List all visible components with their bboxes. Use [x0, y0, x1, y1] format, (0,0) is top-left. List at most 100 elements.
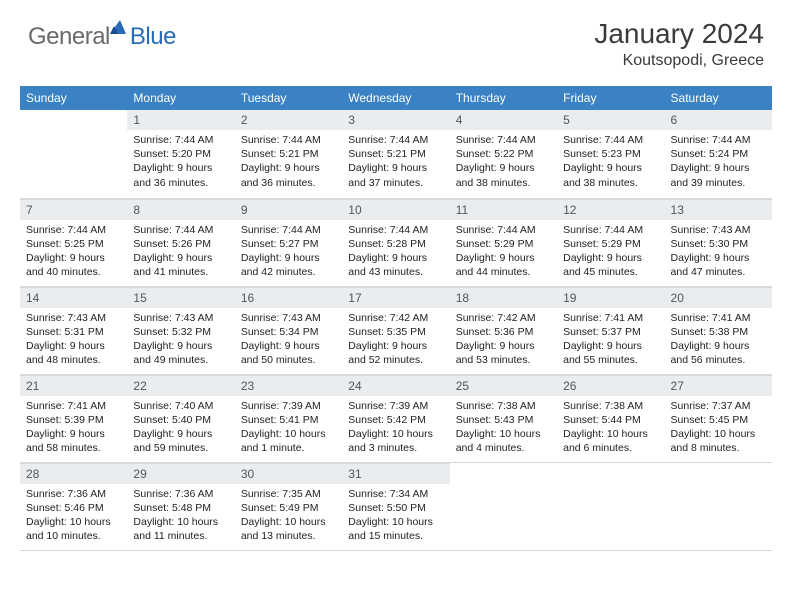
day-number: 31	[342, 463, 449, 484]
calendar-row: 7Sunrise: 7:44 AMSunset: 5:25 PMDaylight…	[20, 198, 772, 286]
calendar-cell: 16Sunrise: 7:43 AMSunset: 5:34 PMDayligh…	[235, 286, 342, 374]
sunset-text: Sunset: 5:21 PM	[241, 147, 336, 161]
logo: General Blue	[28, 18, 176, 51]
calendar-cell: 29Sunrise: 7:36 AMSunset: 5:48 PMDayligh…	[127, 462, 234, 550]
calendar-cell: 8Sunrise: 7:44 AMSunset: 5:26 PMDaylight…	[127, 198, 234, 286]
sunrise-text: Sunrise: 7:40 AM	[133, 399, 228, 413]
day-body: Sunrise: 7:38 AMSunset: 5:43 PMDaylight:…	[450, 396, 557, 460]
day-body: Sunrise: 7:44 AMSunset: 5:23 PMDaylight:…	[557, 130, 664, 194]
logo-text-blue: Blue	[130, 23, 176, 51]
sunset-text: Sunset: 5:29 PM	[563, 237, 658, 251]
sunset-text: Sunset: 5:20 PM	[133, 147, 228, 161]
calendar-row: 28Sunrise: 7:36 AMSunset: 5:46 PMDayligh…	[20, 462, 772, 550]
day-body: Sunrise: 7:36 AMSunset: 5:46 PMDaylight:…	[20, 484, 127, 548]
sunset-text: Sunset: 5:42 PM	[348, 413, 443, 427]
day-body: Sunrise: 7:41 AMSunset: 5:38 PMDaylight:…	[665, 308, 772, 372]
day-body: Sunrise: 7:36 AMSunset: 5:48 PMDaylight:…	[127, 484, 234, 548]
day-body: Sunrise: 7:43 AMSunset: 5:34 PMDaylight:…	[235, 308, 342, 372]
daylight-text: Daylight: 9 hours and 53 minutes.	[456, 339, 551, 367]
day-body: Sunrise: 7:34 AMSunset: 5:50 PMDaylight:…	[342, 484, 449, 548]
sunset-text: Sunset: 5:30 PM	[671, 237, 766, 251]
daylight-text: Daylight: 9 hours and 56 minutes.	[671, 339, 766, 367]
day-number: 28	[20, 463, 127, 484]
day-number: 15	[127, 287, 234, 308]
daylight-text: Daylight: 9 hours and 42 minutes.	[241, 251, 336, 279]
day-number: 20	[665, 287, 772, 308]
sunrise-text: Sunrise: 7:43 AM	[241, 311, 336, 325]
sunrise-text: Sunrise: 7:37 AM	[671, 399, 766, 413]
sunset-text: Sunset: 5:43 PM	[456, 413, 551, 427]
day-body: Sunrise: 7:37 AMSunset: 5:45 PMDaylight:…	[665, 396, 772, 460]
day-body: Sunrise: 7:44 AMSunset: 5:22 PMDaylight:…	[450, 130, 557, 194]
calendar-row: 14Sunrise: 7:43 AMSunset: 5:31 PMDayligh…	[20, 286, 772, 374]
logo-text-general: General	[28, 23, 110, 51]
calendar-cell: 31Sunrise: 7:34 AMSunset: 5:50 PMDayligh…	[342, 462, 449, 550]
calendar-cell: 7Sunrise: 7:44 AMSunset: 5:25 PMDaylight…	[20, 198, 127, 286]
day-number: 21	[20, 375, 127, 396]
day-number: 5	[557, 110, 664, 130]
sunset-text: Sunset: 5:44 PM	[563, 413, 658, 427]
daylight-text: Daylight: 9 hours and 52 minutes.	[348, 339, 443, 367]
calendar-cell: 9Sunrise: 7:44 AMSunset: 5:27 PMDaylight…	[235, 198, 342, 286]
calendar-cell: 14Sunrise: 7:43 AMSunset: 5:31 PMDayligh…	[20, 286, 127, 374]
daylight-text: Daylight: 10 hours and 13 minutes.	[241, 515, 336, 543]
daylight-text: Daylight: 10 hours and 10 minutes.	[26, 515, 121, 543]
calendar-cell-empty	[557, 462, 664, 550]
sunrise-text: Sunrise: 7:36 AM	[26, 487, 121, 501]
day-number: 19	[557, 287, 664, 308]
sunrise-text: Sunrise: 7:42 AM	[348, 311, 443, 325]
daylight-text: Daylight: 9 hours and 43 minutes.	[348, 251, 443, 279]
sunrise-text: Sunrise: 7:39 AM	[348, 399, 443, 413]
calendar-table: SundayMondayTuesdayWednesdayThursdayFrid…	[20, 86, 772, 551]
calendar-body: 1Sunrise: 7:44 AMSunset: 5:20 PMDaylight…	[20, 110, 772, 550]
calendar-row: 21Sunrise: 7:41 AMSunset: 5:39 PMDayligh…	[20, 374, 772, 462]
month-title: January 2024	[594, 18, 764, 50]
sunrise-text: Sunrise: 7:44 AM	[563, 133, 658, 147]
sunrise-text: Sunrise: 7:43 AM	[26, 311, 121, 325]
daylight-text: Daylight: 9 hours and 36 minutes.	[133, 161, 228, 189]
sunrise-text: Sunrise: 7:34 AM	[348, 487, 443, 501]
calendar-cell: 15Sunrise: 7:43 AMSunset: 5:32 PMDayligh…	[127, 286, 234, 374]
sunset-text: Sunset: 5:32 PM	[133, 325, 228, 339]
sunrise-text: Sunrise: 7:44 AM	[348, 133, 443, 147]
day-body: Sunrise: 7:43 AMSunset: 5:32 PMDaylight:…	[127, 308, 234, 372]
calendar-cell: 23Sunrise: 7:39 AMSunset: 5:41 PMDayligh…	[235, 374, 342, 462]
daylight-text: Daylight: 9 hours and 48 minutes.	[26, 339, 121, 367]
day-number: 2	[235, 110, 342, 130]
calendar-cell: 2Sunrise: 7:44 AMSunset: 5:21 PMDaylight…	[235, 110, 342, 198]
calendar-cell: 3Sunrise: 7:44 AMSunset: 5:21 PMDaylight…	[342, 110, 449, 198]
page-header: General Blue January 2024 Koutsopodi, Gr…	[0, 0, 792, 78]
calendar-cell: 24Sunrise: 7:39 AMSunset: 5:42 PMDayligh…	[342, 374, 449, 462]
sunset-text: Sunset: 5:36 PM	[456, 325, 551, 339]
sunset-text: Sunset: 5:50 PM	[348, 501, 443, 515]
calendar-cell: 22Sunrise: 7:40 AMSunset: 5:40 PMDayligh…	[127, 374, 234, 462]
sunrise-text: Sunrise: 7:38 AM	[456, 399, 551, 413]
calendar-cell: 26Sunrise: 7:38 AMSunset: 5:44 PMDayligh…	[557, 374, 664, 462]
weekday-header: Sunday	[20, 86, 127, 110]
day-number: 7	[20, 199, 127, 220]
sunrise-text: Sunrise: 7:44 AM	[133, 223, 228, 237]
daylight-text: Daylight: 10 hours and 15 minutes.	[348, 515, 443, 543]
sunrise-text: Sunrise: 7:39 AM	[241, 399, 336, 413]
calendar-cell: 27Sunrise: 7:37 AMSunset: 5:45 PMDayligh…	[665, 374, 772, 462]
sunrise-text: Sunrise: 7:41 AM	[26, 399, 121, 413]
day-body: Sunrise: 7:44 AMSunset: 5:28 PMDaylight:…	[342, 220, 449, 284]
calendar-cell: 17Sunrise: 7:42 AMSunset: 5:35 PMDayligh…	[342, 286, 449, 374]
weekday-header: Tuesday	[235, 86, 342, 110]
day-body: Sunrise: 7:41 AMSunset: 5:37 PMDaylight:…	[557, 308, 664, 372]
sunrise-text: Sunrise: 7:43 AM	[671, 223, 766, 237]
daylight-text: Daylight: 9 hours and 39 minutes.	[671, 161, 766, 189]
calendar-cell: 12Sunrise: 7:44 AMSunset: 5:29 PMDayligh…	[557, 198, 664, 286]
day-number: 11	[450, 199, 557, 220]
sunset-text: Sunset: 5:23 PM	[563, 147, 658, 161]
day-number: 1	[127, 110, 234, 130]
calendar-cell: 21Sunrise: 7:41 AMSunset: 5:39 PMDayligh…	[20, 374, 127, 462]
daylight-text: Daylight: 10 hours and 4 minutes.	[456, 427, 551, 455]
logo-sail-icon	[108, 18, 128, 41]
calendar-cell: 6Sunrise: 7:44 AMSunset: 5:24 PMDaylight…	[665, 110, 772, 198]
day-number: 23	[235, 375, 342, 396]
sunrise-text: Sunrise: 7:44 AM	[563, 223, 658, 237]
calendar-cell-empty	[20, 110, 127, 198]
day-number: 26	[557, 375, 664, 396]
day-number: 17	[342, 287, 449, 308]
